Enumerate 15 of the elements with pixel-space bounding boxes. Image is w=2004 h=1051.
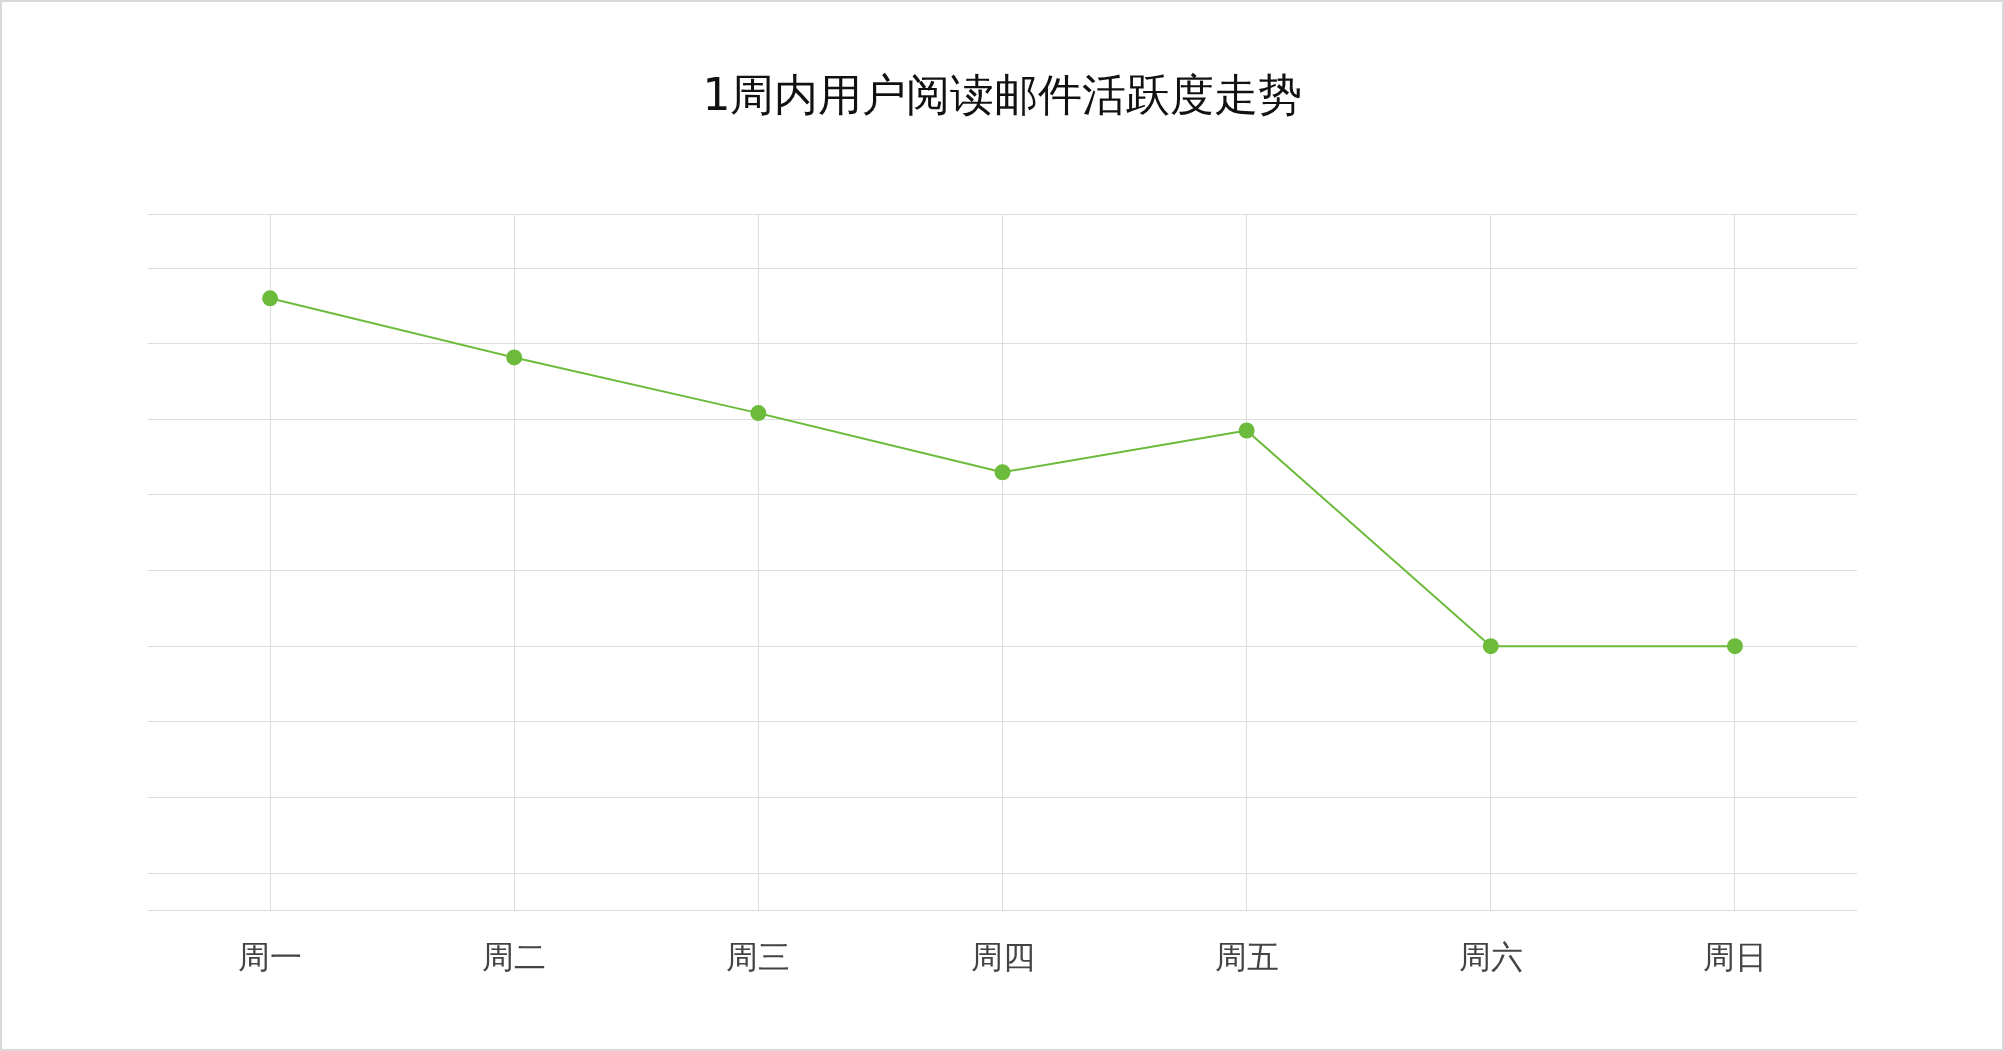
x-tick-label: 周四 (970, 938, 1035, 977)
point (506, 349, 523, 366)
point (750, 405, 767, 422)
x-tick-label: 周三 (726, 938, 791, 977)
point (1238, 422, 1255, 439)
x-tick-label: 周五 (1214, 938, 1279, 977)
chart-title: 1周内用户阅读邮件活跃度走势 (702, 68, 1303, 120)
point (994, 464, 1011, 481)
point (1726, 638, 1743, 655)
point (1482, 638, 1499, 655)
point (262, 290, 279, 307)
x-tick-label: 周一 (238, 938, 303, 977)
x-tick-label: 周日 (1702, 938, 1767, 977)
x-tick-label: 周六 (1458, 938, 1523, 977)
x-tick-label: 周二 (482, 938, 547, 977)
